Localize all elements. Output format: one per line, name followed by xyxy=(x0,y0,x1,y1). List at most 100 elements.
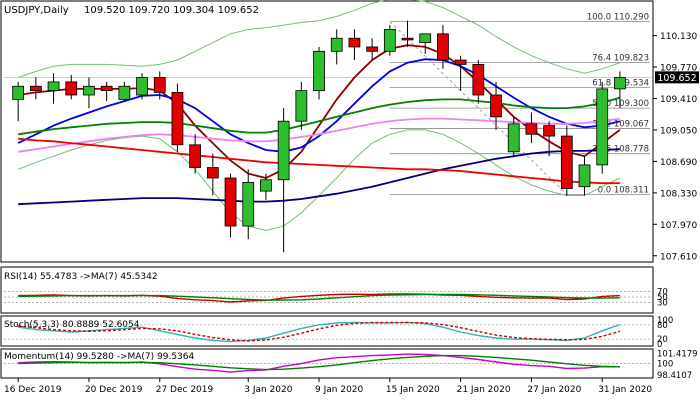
date-tick-label: 27 Dec 2019 xyxy=(156,385,214,395)
price-tick-label: 109.410 xyxy=(660,95,697,105)
fib-level-label: 38.2 109.067 xyxy=(592,119,649,129)
candle-body xyxy=(614,77,626,90)
candle-body xyxy=(383,29,396,52)
candle-body xyxy=(507,123,520,153)
candle-body xyxy=(366,46,379,52)
current-price-box xyxy=(655,71,699,84)
ohlc-header: 109.520 109.720 109.304 109.652 xyxy=(84,5,259,16)
date-tick-label: 3 Jan 2020 xyxy=(244,385,292,395)
indicator-tick-label: 100 xyxy=(657,359,673,369)
date-tick-label: 20 Dec 2019 xyxy=(85,385,143,395)
price-panel-border xyxy=(0,0,654,263)
candle-body xyxy=(100,85,113,92)
candle-body xyxy=(189,144,202,168)
date-tick-label: 21 Jan 2020 xyxy=(457,385,511,395)
candle-body xyxy=(242,181,255,227)
stochastic-header: Stoch(5,3,3) 80.8889 52.6054 xyxy=(4,320,140,330)
fib-level-label: 23.6 108.778 xyxy=(592,145,649,155)
moving-average-line xyxy=(17,58,621,153)
indicator-line xyxy=(18,293,620,301)
candle-body xyxy=(224,177,237,227)
candle-body xyxy=(401,37,414,41)
candle-body xyxy=(136,77,148,96)
indicator-tick-label: 101.4179 xyxy=(657,349,698,359)
candle-body xyxy=(260,179,272,192)
indicator-tick-label: 100 xyxy=(657,316,673,326)
bollinger-upper xyxy=(18,0,621,78)
current-price-label: 109.652 xyxy=(657,73,696,84)
candle-body xyxy=(206,167,219,179)
candle-body xyxy=(118,85,131,100)
indicator-line xyxy=(18,354,620,371)
date-tick-label: 27 Jan 2020 xyxy=(527,385,581,395)
rsi-header: RSI(14) 55.4783 ->MA(7) 45.5342 xyxy=(4,272,158,282)
indicator-tick-label: 70 xyxy=(657,287,668,297)
candle-body xyxy=(437,33,449,61)
price-tick-label: 108.330 xyxy=(660,189,697,199)
candle-body xyxy=(153,77,166,93)
indicator-line xyxy=(18,321,621,343)
candle-body xyxy=(454,59,467,65)
candle-body xyxy=(490,94,502,118)
indicator-tick-label: 50 xyxy=(657,293,668,303)
candle-body xyxy=(330,37,343,52)
candle-body xyxy=(29,85,42,92)
momentum-header: Momentum(14) 99.5280 ->MA(7) 99.5364 xyxy=(4,352,195,362)
candle-body xyxy=(578,164,591,188)
indicator-tick-label: 0 xyxy=(657,340,662,350)
fib-trendline xyxy=(389,21,568,195)
candle-body xyxy=(171,91,184,146)
moving-average-line xyxy=(18,117,621,153)
candle-body xyxy=(83,85,95,96)
price-tick-label: 108.690 xyxy=(660,158,697,168)
moving-average-line xyxy=(18,148,620,206)
fib-level-label: 0.0 108.311 xyxy=(598,186,649,196)
rsi-panel-border xyxy=(0,266,654,314)
candle-body xyxy=(472,64,485,96)
candle-body xyxy=(348,37,361,48)
symbol-header: USDJPY,Daily xyxy=(4,5,69,16)
candle-body xyxy=(543,125,556,137)
moving-average-line xyxy=(18,96,621,136)
candle-body xyxy=(65,81,78,96)
date-tick-label: 15 Jan 2020 xyxy=(386,385,440,395)
indicator-line xyxy=(18,321,621,342)
date-axis: 16 Dec 2019 20 Dec 2019 27 Dec 2019 3 Jan 2… xyxy=(4,378,652,395)
date-tick-label: 31 Jan 2020 xyxy=(598,385,652,395)
indicator-tick-label: 98.4107 xyxy=(657,371,692,381)
candle-body xyxy=(12,85,25,100)
candle-body xyxy=(525,123,538,135)
fib-level-label: 100.0 110.290 xyxy=(587,13,649,23)
moving-average-line xyxy=(18,137,620,185)
price-axis: 110.130 109.770 109.410 109.050 108.690 108.3… xyxy=(653,32,697,262)
candlesticks xyxy=(12,20,626,253)
indicator-tick-label: 20 xyxy=(657,335,668,345)
price-tick-label: 107.610 xyxy=(660,252,697,262)
fib-level-label: 50.0 109.300 xyxy=(592,99,649,109)
price-tick-label: 107.970 xyxy=(660,221,697,231)
price-tick-label: 110.130 xyxy=(660,32,697,42)
candle-body xyxy=(313,50,325,92)
date-tick-label: 9 Jan 2020 xyxy=(315,385,363,395)
candle-body xyxy=(560,135,573,189)
candle-body xyxy=(47,81,60,92)
candle-body xyxy=(596,88,609,166)
indicator-tick-label: 80 xyxy=(657,321,668,331)
current-price-marker: 109.652 xyxy=(655,71,699,84)
price-tick-label: 109.050 xyxy=(660,126,697,136)
candle-body xyxy=(295,90,308,122)
candle-body xyxy=(419,33,432,43)
date-tick-label: 16 Dec 2019 xyxy=(4,385,62,395)
fib-level-label: 76.4 109.823 xyxy=(592,53,649,63)
candle-body xyxy=(277,120,290,181)
price-tick-label: 109.770 xyxy=(660,64,697,74)
